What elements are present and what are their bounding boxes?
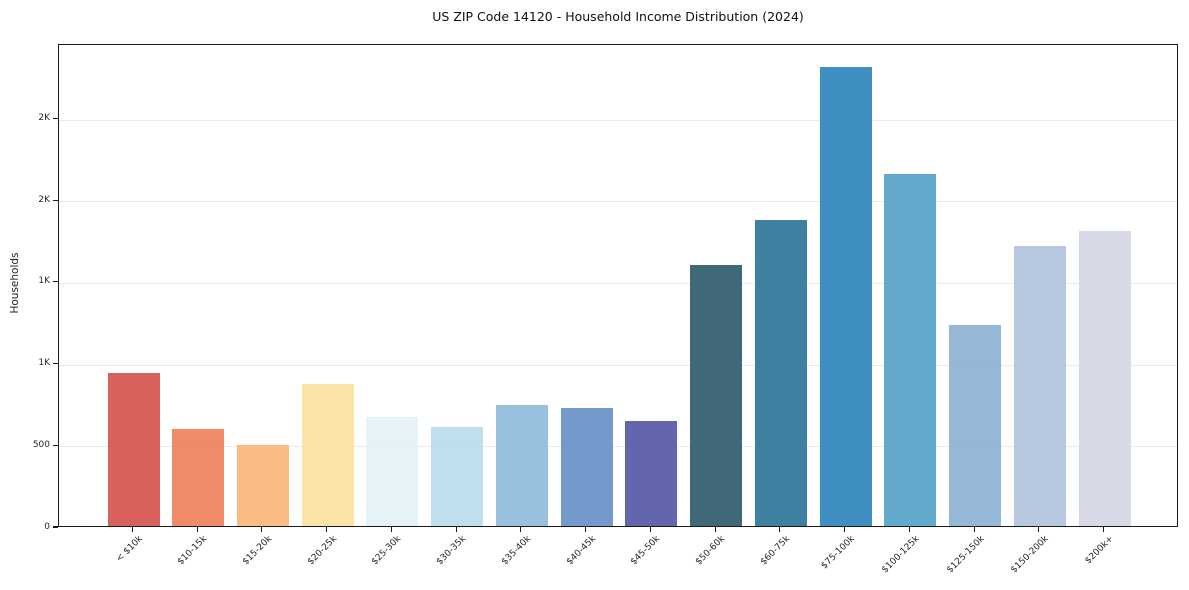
x-tick-label: $200k+ — [1083, 534, 1116, 567]
chart-title: US ZIP Code 14120 - Household Income Dis… — [432, 9, 804, 24]
bar — [431, 427, 484, 526]
y-tick-mark — [53, 444, 58, 446]
gridline — [59, 201, 1177, 203]
x-tick-label: $10-15k — [175, 534, 210, 568]
x-tick-label: $60-75k — [758, 534, 792, 568]
y-tick-label: 1K — [38, 276, 50, 287]
x-tick-mark — [714, 527, 716, 532]
x-tick-label: $100-125k — [879, 534, 922, 576]
y-tick-label: 2K — [38, 194, 50, 205]
y-tick-mark — [53, 117, 58, 120]
x-tick-label: $15-20k — [240, 534, 274, 568]
y-tick-label: 0 — [44, 521, 50, 532]
gridline — [59, 364, 1177, 366]
x-tick-mark — [326, 527, 328, 532]
x-tick-mark — [520, 527, 522, 532]
bar — [625, 421, 678, 526]
bar — [236, 445, 289, 526]
y-tick-mark — [53, 363, 58, 365]
gridline — [59, 446, 1177, 448]
x-tick-mark — [908, 527, 910, 532]
bar — [1013, 245, 1066, 526]
y-tick-label: 2K — [38, 113, 50, 123]
bar — [301, 383, 354, 526]
x-tick-mark — [196, 527, 198, 532]
plot-area — [58, 44, 1178, 527]
x-tick-label: $75-100k — [819, 534, 857, 572]
x-tick-mark — [1102, 527, 1105, 532]
x-tick-label: $50-60k — [693, 534, 728, 568]
bar — [495, 405, 548, 526]
x-tick-mark — [261, 527, 263, 532]
y-tick-label: 1K — [38, 358, 50, 369]
x-tick-label: $150-200k — [1009, 534, 1051, 576]
x-tick-mark — [973, 527, 975, 532]
x-tick-mark — [131, 527, 134, 532]
x-tick-label: $40-45k — [564, 534, 598, 568]
bar — [172, 428, 225, 526]
x-tick-mark — [455, 527, 457, 532]
bar — [754, 220, 807, 526]
x-tick-label: $125-150k — [944, 534, 987, 576]
y-tick-mark — [53, 281, 58, 283]
x-tick-mark — [585, 527, 587, 532]
gridline — [59, 282, 1177, 284]
x-tick-label: $35-40k — [499, 534, 533, 568]
x-tick-mark — [1038, 527, 1040, 532]
bar — [949, 325, 1002, 526]
bar — [560, 407, 613, 526]
x-tick-label: $25-30k — [370, 534, 404, 568]
x-tick-label: < $10k — [114, 534, 145, 565]
y-tick-mark — [53, 199, 58, 201]
y-tick-mark — [53, 526, 58, 528]
bar — [1078, 231, 1131, 526]
bar — [819, 66, 872, 526]
y-tick-label: 500 — [32, 439, 50, 450]
bar — [884, 173, 937, 526]
bar — [107, 373, 160, 526]
bar — [690, 264, 743, 526]
x-tick-mark — [390, 527, 392, 532]
gridline — [59, 119, 1177, 121]
x-tick-label: $30-35k — [434, 534, 469, 568]
x-tick-mark — [779, 527, 781, 532]
x-tick-label: $20-25k — [305, 534, 339, 568]
bar — [366, 416, 419, 526]
x-tick-label: $45-50k — [629, 534, 663, 568]
x-tick-mark — [649, 527, 651, 532]
x-tick-mark — [844, 527, 846, 532]
